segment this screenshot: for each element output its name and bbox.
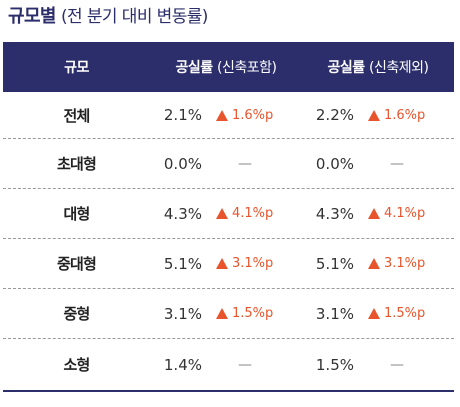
table-header: 규모 공실률 (신축포함) 공실률 (신축제외) [3, 42, 454, 92]
up-triangle-icon [368, 208, 380, 219]
vacancy-rate-value: 4.3% [163, 204, 202, 223]
change-value: 3.1%p [368, 256, 425, 271]
page-title: 규모별 (전 분기 대비 변동률) [8, 5, 208, 29]
table-row: 전체 2.1% 1.6%p 2.2% 1.6%p [3, 92, 454, 139]
title-main: 규모별 [8, 6, 56, 27]
vacancy-excl-cell: 0.0% — [302, 155, 454, 173]
change-value: 3.1%p [216, 256, 273, 271]
vacancy-rate-value: 0.0% [163, 154, 202, 173]
up-triangle-icon [216, 109, 228, 121]
table-row: 초대형 0.0% — 0.0% — [3, 139, 454, 189]
change-value: 1.5%p [216, 306, 273, 321]
vacancy-rate-value: 4.3% [315, 204, 354, 223]
table-row: 중대형 5.1% 3.1%p 5.1% 3.1%p [3, 239, 454, 289]
header-size: 규모 [64, 60, 89, 76]
vacancy-rate-value: 2.1% [163, 106, 202, 124]
change-text: 1.6%p [384, 107, 426, 123]
change-text: 3.1%p [384, 256, 426, 271]
header-vacancy-excl-new: 공실률 (신축제외) [302, 57, 454, 77]
vacancy-rate-value: 1.5% [315, 355, 354, 374]
table-row: 대형 4.3% 4.1%p 4.3% 4.1%p [3, 189, 454, 239]
vacancy-excl-cell: 1.5% — [302, 356, 454, 374]
table-body: 전체 2.1% 1.6%p 2.2% 1.6%p 초대형 0.0% —0.0% — 대형 4.3% 4… [3, 92, 454, 392]
vacancy-incl-cell: 4.3% 4.1%p [150, 205, 302, 223]
header-vacancy-incl-new: 공실률 (신축포함) [150, 57, 302, 77]
change-value: 1.5%p [368, 306, 425, 321]
up-triangle-icon [216, 308, 228, 319]
vacancy-rate-value: 3.1% [163, 304, 202, 323]
change-text: 3.1%p [232, 256, 274, 271]
vacancy-excl-cell: 4.3% 4.1%p [302, 205, 454, 223]
header-excl-note: (신축제외) [369, 60, 429, 76]
up-triangle-icon [216, 258, 228, 269]
row-size-label: 중대형 [56, 255, 97, 273]
row-size-label: 전체 [63, 106, 90, 125]
vacancy-rate-value: 0.0% [315, 154, 354, 173]
change-text: 1.6%p [232, 107, 274, 123]
vacancy-incl-cell: 1.4% — [150, 356, 302, 374]
row-size-label: 중형 [63, 305, 90, 323]
up-triangle-icon [368, 258, 380, 269]
change-text: 4.1%p [384, 206, 426, 221]
vacancy-excl-cell: 5.1% 3.1%p [302, 255, 454, 273]
up-triangle-icon [368, 109, 380, 121]
no-change-dash: — [390, 155, 404, 172]
row-size-label: 초대형 [56, 155, 97, 173]
vacancy-incl-cell: 3.1% 1.5%p [150, 305, 302, 323]
header-excl-label: 공실률 [327, 60, 366, 76]
header-incl-label: 공실률 [175, 60, 214, 76]
vacancy-rate-value: 2.2% [315, 106, 354, 124]
change-value: 1.6%p [216, 108, 273, 123]
table-row: 소형 1.4% — 1.5% — [3, 339, 454, 392]
row-size-label: 대형 [63, 205, 90, 223]
change-value: 4.1%p [368, 206, 425, 221]
change-value: 4.1%p [216, 206, 273, 221]
row-size-label: 소형 [63, 356, 90, 374]
header-incl-note: (신축포함) [217, 60, 277, 76]
vacancy-rate-value: 5.1% [163, 254, 202, 273]
change-text: 1.5%p [384, 306, 426, 321]
vacancy-rate-table: 규모 공실률 (신축포함) 공실률 (신축제외) 전체 2.1% 1.6%p 2.2%… [3, 42, 454, 392]
vacancy-rate-value: 5.1% [315, 254, 354, 273]
change-text: 4.1%p [232, 206, 274, 221]
vacancy-rate-value: 3.1% [315, 304, 354, 323]
no-change-dash: — [390, 356, 404, 373]
change-value: 1.6%p [368, 108, 425, 123]
no-change-dash: — [238, 356, 252, 373]
title-subtitle: (전 분기 대비 변동률) [61, 7, 208, 27]
vacancy-excl-cell: 2.2% 1.6%p [302, 106, 454, 124]
change-text: 1.5%p [232, 306, 274, 321]
up-triangle-icon [216, 208, 228, 219]
table-row: 중형 3.1% 1.5%p 3.1% 1.5%p [3, 289, 454, 339]
vacancy-incl-cell: 5.1% 3.1%p [150, 255, 302, 273]
no-change-dash: — [238, 155, 252, 172]
vacancy-excl-cell: 3.1% 1.5%p [302, 305, 454, 323]
vacancy-incl-cell: 2.1% 1.6%p [150, 106, 302, 124]
vacancy-rate-value: 1.4% [163, 355, 202, 374]
vacancy-incl-cell: 0.0% — [150, 155, 302, 173]
up-triangle-icon [368, 308, 380, 319]
